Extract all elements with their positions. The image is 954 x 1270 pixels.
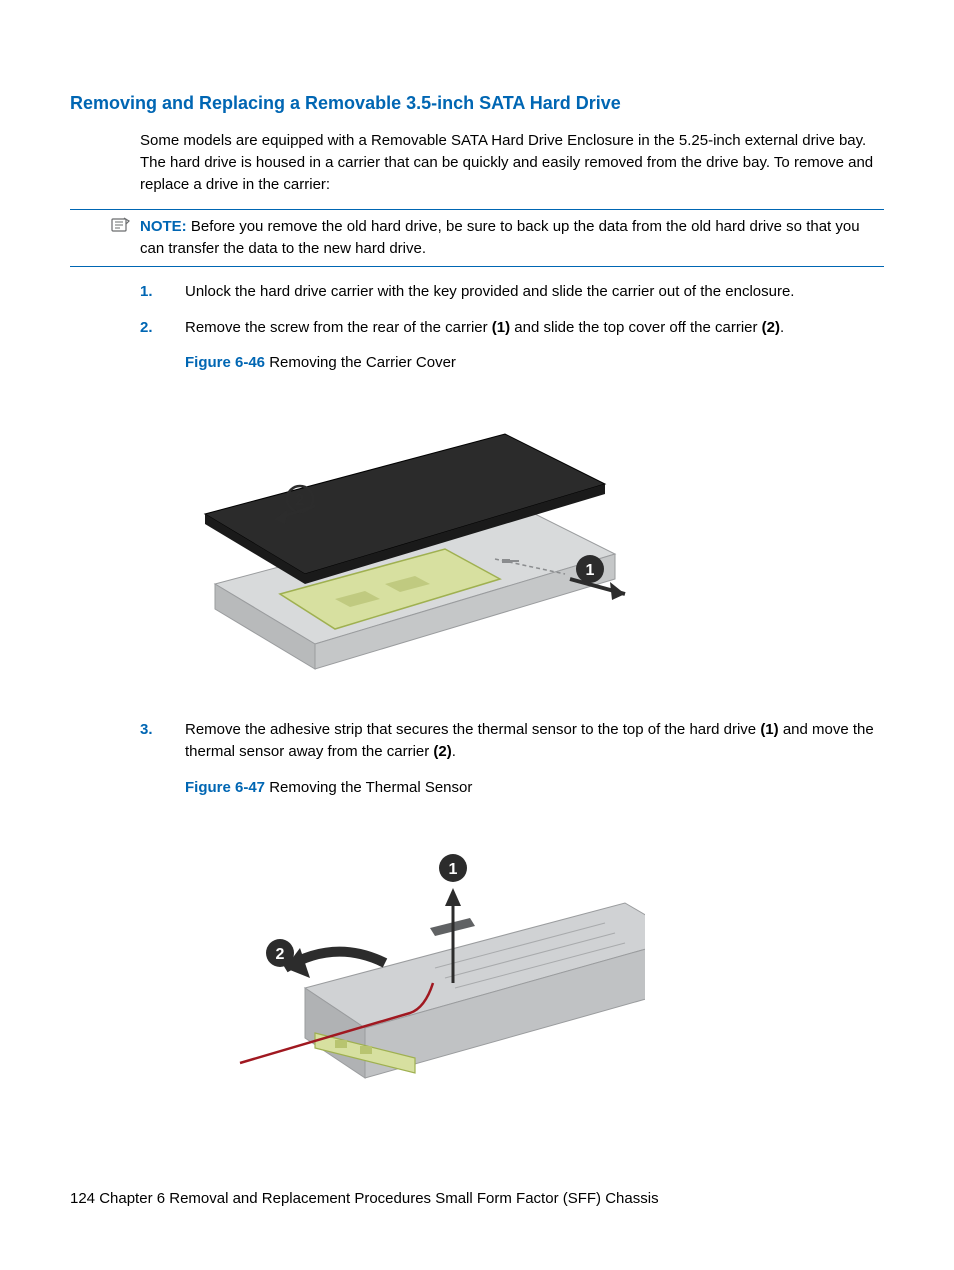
figure-title: Removing the Carrier Cover <box>265 354 456 371</box>
step-2: 2. Remove the screw from the rear of the… <box>140 317 884 690</box>
svg-text:1: 1 <box>449 861 458 878</box>
step-text: Remove the screw from the rear of the ca… <box>185 319 784 336</box>
figure-caption: Figure 6-46 Removing the Carrier Cover <box>185 352 884 374</box>
svg-text:1: 1 <box>586 562 595 579</box>
figure-caption: Figure 6-47 Removing the Thermal Sensor <box>185 777 884 799</box>
step-1: 1. Unlock the hard drive carrier with th… <box>140 281 884 303</box>
page-footer: 124 Chapter 6 Removal and Replacement Pr… <box>70 1188 659 1210</box>
chapter-title: Chapter 6 Removal and Replacement Proced… <box>95 1190 659 1207</box>
note-content: NOTE: Before you remove the old hard dri… <box>140 216 884 260</box>
step-text: Remove the adhesive strip that secures t… <box>185 721 874 760</box>
steps-list: 1. Unlock the hard drive carrier with th… <box>140 281 884 1129</box>
step-number: 3. <box>140 719 153 741</box>
step-text: Unlock the hard drive carrier with the k… <box>185 283 794 300</box>
svg-text:2: 2 <box>296 492 305 509</box>
step-3: 3. Remove the adhesive strip that secure… <box>140 719 884 1128</box>
step-number: 1. <box>140 281 153 303</box>
note-box: NOTE: Before you remove the old hard dri… <box>70 209 884 267</box>
note-text: Before you remove the old hard drive, be… <box>140 218 860 257</box>
intro-paragraph: Some models are equipped with a Removabl… <box>140 130 884 195</box>
figure-label: Figure 6-47 <box>185 779 265 796</box>
figure-6-47: 1 2 <box>185 808 645 1128</box>
svg-text:2: 2 <box>276 946 285 963</box>
note-label: NOTE: <box>140 218 187 235</box>
step-number: 2. <box>140 317 153 339</box>
note-icon <box>110 216 132 234</box>
figure-title: Removing the Thermal Sensor <box>265 779 472 796</box>
figure-label: Figure 6-46 <box>185 354 265 371</box>
figure-6-46: 2 1 <box>185 384 645 689</box>
section-heading: Removing and Replacing a Removable 3.5-i… <box>70 90 884 116</box>
page-number: 124 <box>70 1190 95 1207</box>
